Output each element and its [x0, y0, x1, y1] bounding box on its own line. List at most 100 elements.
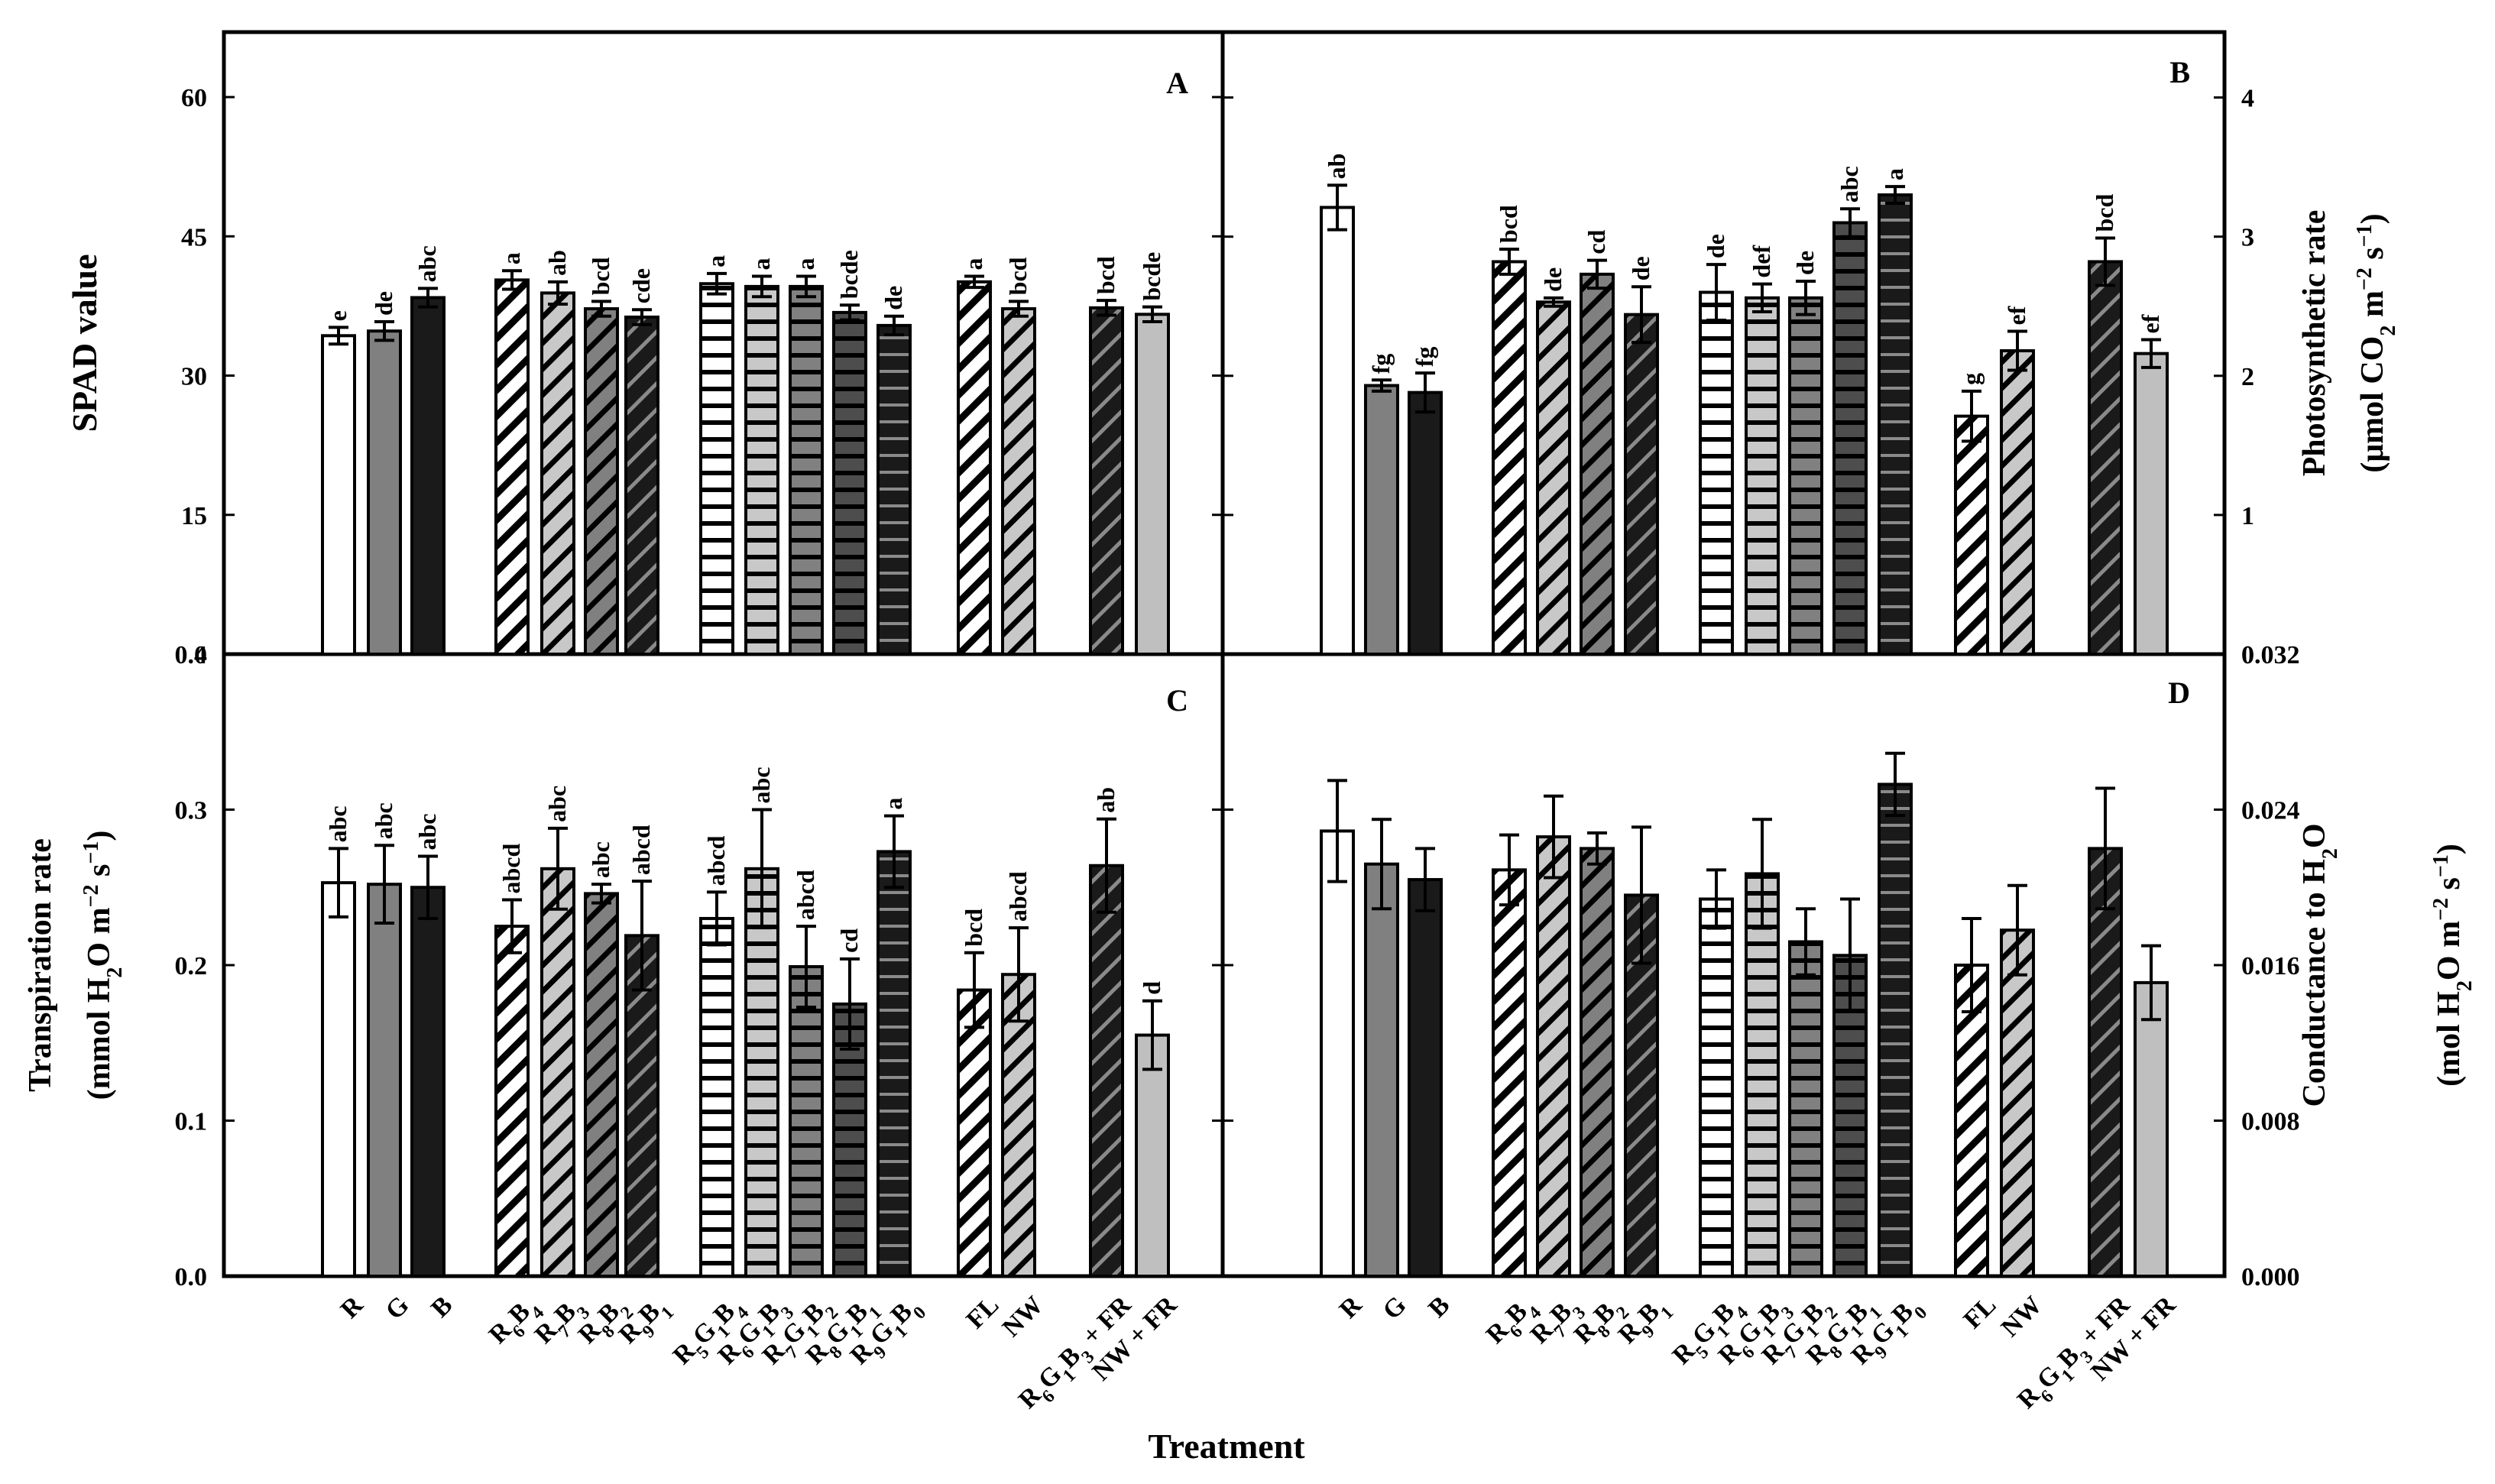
- significance-label-b-12: g: [1957, 373, 1985, 385]
- significance-label-b-4: de: [1539, 267, 1567, 292]
- bar-group-d-9: [1788, 907, 1823, 1278]
- significance-label-c-11: a: [880, 798, 907, 810]
- significance-label-c-3: abcd: [497, 844, 525, 894]
- bar-a-r6g1b3-fr: [1089, 306, 1124, 656]
- right-x-tick-label-1: G: [1378, 1291, 1412, 1325]
- bar-group-b-3: [1492, 248, 1527, 656]
- bars-layer: [321, 183, 2169, 1278]
- significance-label-a-13: bcd: [1004, 257, 1032, 295]
- significance-label-c-14: ab: [1092, 787, 1120, 813]
- bar-a-r5g1b4: [699, 282, 734, 656]
- significance-label-c-13: abcd: [1004, 871, 1032, 922]
- bar-d-fl: [1954, 964, 1989, 1278]
- left-x-tick-label-13: NW: [997, 1291, 1049, 1343]
- bar-b-r5g1b4: [1699, 290, 1734, 656]
- bar-d-r6g1b3: [1745, 872, 1780, 1278]
- significance-label-c-12: bcd: [960, 909, 987, 947]
- bar-c-r6b4: [494, 925, 530, 1278]
- y-tick-label-b-2: 2: [2241, 363, 2254, 391]
- bar-group-b-11: [1878, 185, 1913, 656]
- bar-b-nw: [2000, 349, 2035, 656]
- bar-group-d-0: [1320, 779, 1355, 1278]
- bar-d-r7b3: [1536, 835, 1571, 1278]
- bar-a-r8b2: [584, 307, 619, 656]
- panel-letter-b: B: [2169, 55, 2190, 89]
- bar-b-r6g1b3-fr: [2088, 260, 2123, 656]
- bar-b-fl: [1954, 414, 1989, 656]
- y-tick-label-a-4: 60: [181, 84, 207, 112]
- bar-group-a-10: [832, 303, 867, 656]
- bar-group-d-11: [1878, 751, 1913, 1278]
- panel-letter-c: C: [1166, 683, 1188, 718]
- left-x-tick-label-2: B: [426, 1291, 458, 1323]
- bar-group-c-2: [410, 854, 446, 1278]
- y-tick-label-c-4: 0.4: [175, 641, 208, 669]
- bar-group-c-12: [957, 951, 992, 1278]
- bar-d-b: [1408, 878, 1443, 1278]
- significance-label-c-1: abc: [370, 802, 397, 839]
- bar-group-a-11: [876, 314, 912, 656]
- significance-label-a-0: e: [324, 310, 352, 321]
- bar-c-nw: [1001, 973, 1036, 1278]
- bar-a-g: [367, 329, 402, 656]
- right-x-tick-label-2: B: [1423, 1291, 1455, 1323]
- bar-c-fl: [957, 988, 992, 1278]
- bar-group-b-14: [2088, 236, 2123, 656]
- significance-label-a-10: bcde: [835, 250, 863, 299]
- y-axis-title-a: SPAD value: [65, 254, 104, 433]
- bar-group-b-6: [1624, 285, 1659, 656]
- significance-label-b-7: de: [1702, 234, 1729, 258]
- significance-label-c-4: abc: [543, 786, 571, 822]
- significance-label-a-4: ab: [543, 250, 571, 276]
- bar-a-r9g1b0: [876, 323, 912, 656]
- bar-b-r6b4: [1492, 260, 1527, 656]
- bar-group-a-4: [540, 280, 575, 656]
- y-tick-label-b-4: 4: [2241, 85, 2254, 113]
- significance-label-b-9: de: [1791, 251, 1819, 275]
- y-tick-label-d-0: 0.000: [2241, 1263, 2300, 1291]
- bar-group-c-15: [1135, 999, 1170, 1278]
- bar-c-b: [410, 886, 446, 1278]
- bar-group-b-7: [1699, 263, 1734, 656]
- bar-group-c-7: [699, 890, 734, 1278]
- bar-group-c-8: [744, 808, 779, 1278]
- bar-d-r7g1b2: [1788, 940, 1823, 1278]
- bar-group-d-10: [1832, 897, 1868, 1278]
- left-x-tick-label-12: FL: [961, 1291, 1005, 1334]
- significance-label-b-13: ef: [2003, 306, 2030, 325]
- y-tick-label-a-2: 30: [181, 363, 207, 391]
- bar-group-c-10: [832, 957, 867, 1278]
- y-tick-label-a-0: 0: [194, 641, 207, 669]
- bar-group-c-13: [1001, 926, 1036, 1278]
- bar-group-b-9: [1788, 279, 1823, 656]
- bar-b-nw-fr: [2134, 352, 2169, 656]
- significance-label-c-5: abc: [587, 841, 614, 878]
- bar-group-a-14: [1089, 299, 1124, 656]
- bar-a-r8g1b1: [832, 310, 867, 656]
- bar-d-r8b2: [1580, 847, 1615, 1278]
- significance-label-a-14: bcd: [1092, 256, 1120, 294]
- bar-group-c-0: [321, 847, 356, 1278]
- significance-label-b-3: bcd: [1495, 205, 1522, 243]
- y-axis-unit-d: (mol H2O m−2 s−1): [2429, 844, 2477, 1087]
- significance-label-a-1: de: [370, 291, 397, 316]
- bar-group-c-3: [494, 898, 530, 1278]
- bar-group-a-15: [1135, 305, 1170, 656]
- y-axis-unit-b: (μmol CO2 m−2 s−1): [2353, 213, 2400, 472]
- significance-label-a-6: cde: [627, 268, 655, 303]
- bar-b-b: [1408, 390, 1443, 656]
- significance-label-a-8: a: [747, 258, 775, 271]
- bar-group-c-4: [540, 826, 575, 1278]
- bar-group-d-2: [1408, 847, 1443, 1278]
- left-x-tick-label-1: G: [381, 1291, 415, 1325]
- bar-b-r8g1b1: [1832, 221, 1868, 656]
- bar-group-a-2: [410, 287, 446, 656]
- bar-b-r7g1b2: [1788, 296, 1823, 656]
- left-x-tick-label-0: R: [335, 1291, 369, 1324]
- significance-label-c-6: abcd: [627, 825, 655, 875]
- bar-d-r6g1b3-fr: [2088, 847, 2123, 1278]
- significance-label-c-2: abc: [413, 814, 441, 851]
- bar-group-d-1: [1364, 818, 1399, 1278]
- y-tick-label-a-1: 15: [181, 502, 207, 530]
- bar-b-r9b1: [1624, 313, 1659, 656]
